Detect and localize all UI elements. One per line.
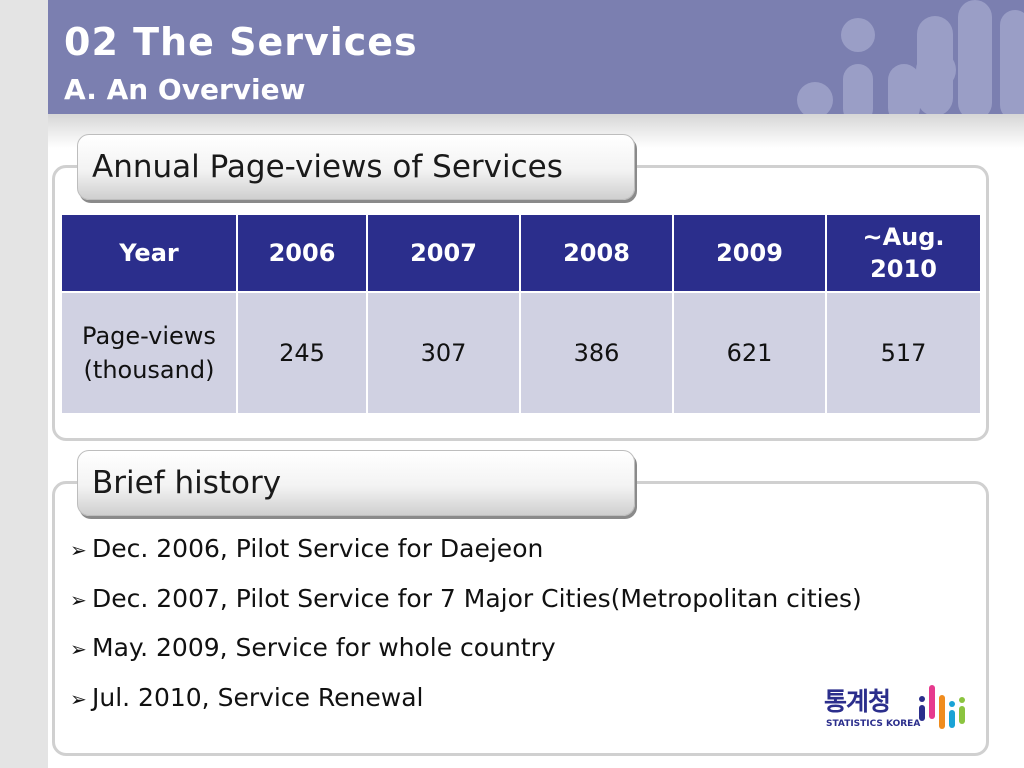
table-header-cell: 2007 [366, 213, 521, 293]
left-stripe [0, 0, 48, 768]
list-item-text: May. 2009, Service for whole country [92, 633, 556, 662]
list-item: ➢ Jul. 2010, Service Renewal [70, 679, 862, 729]
header-band [48, 0, 1024, 114]
table-header-cell: ~Aug. 2010 [825, 213, 982, 293]
page-views-tab-label: Annual Page-views of Services [92, 149, 563, 185]
list-item: ➢ May. 2009, Service for whole country [70, 629, 862, 679]
table-cell: 245 [236, 291, 368, 415]
list-item-text: Jul. 2010, Service Renewal [92, 682, 424, 712]
table-cell: 386 [519, 291, 674, 415]
header-decoration-icon [797, 0, 1024, 114]
arrow-bullet-icon: ➢ [70, 686, 87, 711]
arrow-bullet-icon: ➢ [70, 538, 87, 562]
logo-korean-text: 통계청 [824, 687, 891, 716]
table-header-cell: 2008 [519, 213, 674, 293]
history-panel [52, 481, 989, 756]
arrow-bullet-icon: ➢ [70, 587, 87, 612]
list-item: ➢ Dec. 2006, Pilot Service for Daejeon [70, 530, 862, 580]
history-tab-label: Brief history [92, 465, 282, 501]
history-tab: Brief history [77, 450, 635, 516]
table-header-cell: Year [60, 213, 238, 293]
table-header-row: Year 2006 2007 2008 2009 ~Aug. 2010 [60, 213, 982, 293]
table-cell: 307 [366, 291, 521, 415]
history-list: ➢ Dec. 2006, Pilot Service for Daejeon ➢ D… [70, 530, 862, 728]
table-cell: Page-views (thousand) [60, 291, 238, 415]
table-cell: 621 [672, 291, 827, 415]
list-item-text: Dec. 2006, Pilot Service for Daejeon [92, 534, 544, 563]
list-item: ➢ Dec. 2007, Pilot Service for 7 Major Ci… [70, 580, 862, 630]
statistics-korea-logo: 통계청 STATISTICS KOREA [824, 682, 984, 734]
arrow-bullet-icon: ➢ [70, 637, 87, 661]
page-subtitle: A. An Overview [64, 73, 306, 106]
table-row: Page-views (thousand) 245 307 386 621 51… [60, 291, 982, 415]
table-cell: 517 [825, 291, 982, 415]
logo-bars-icon [919, 685, 965, 729]
page-views-table: Year 2006 2007 2008 2009 ~Aug. 2010 Page… [60, 213, 982, 415]
table-header-cell: 2006 [236, 213, 368, 293]
page-title: 02 The Services [64, 20, 418, 64]
logo-english-text: STATISTICS KOREA [826, 719, 921, 729]
list-item-text: Dec. 2007, Pilot Service for 7 Major Cit… [92, 583, 862, 613]
table-header-cell: 2009 [672, 213, 827, 293]
page-views-tab: Annual Page-views of Services [77, 134, 635, 200]
